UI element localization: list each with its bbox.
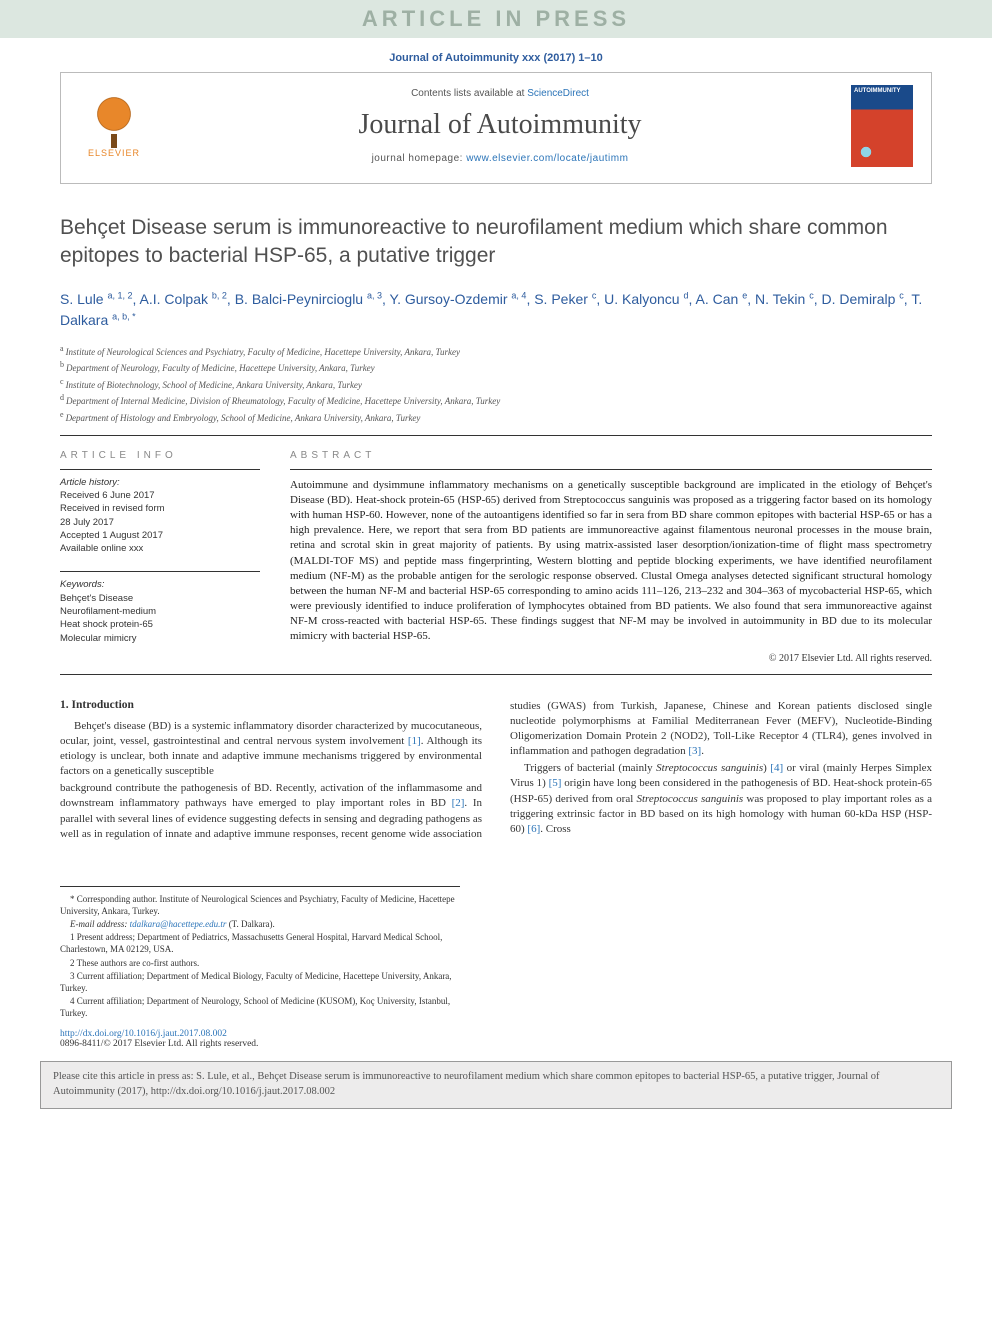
affiliation: aInstitute of Neurological Sciences and … xyxy=(60,343,932,359)
divider xyxy=(290,469,932,470)
footnotes-block: * Corresponding author. Institute of Neu… xyxy=(60,886,460,1019)
author[interactable]: S. Peker c xyxy=(534,291,596,307)
elsevier-logo[interactable]: ELSEVIER xyxy=(79,85,149,167)
author[interactable]: S. Lule a, 1, 2 xyxy=(60,291,133,307)
ref-link-4[interactable]: [4] xyxy=(770,762,783,774)
abstract-panel: ABSTRACT Autoimmune and dysimmune inflam… xyxy=(290,450,932,664)
affiliation: eDepartment of Histology and Embryology,… xyxy=(60,409,932,425)
author[interactable]: Y. Gursoy-Ozdemir a, 4 xyxy=(390,291,527,307)
author[interactable]: A. Can e xyxy=(696,291,748,307)
cite-this-article-box: Please cite this article in press as: S.… xyxy=(40,1061,952,1108)
info-abstract-row: ARTICLE INFO Article history: Received 6… xyxy=(60,450,932,664)
accepted-date: Accepted 1 August 2017 xyxy=(60,529,260,542)
history-label: Article history: xyxy=(60,476,260,489)
cover-label: AUTOIMMUNITY xyxy=(854,88,901,94)
article-info-label: ARTICLE INFO xyxy=(60,450,260,461)
footnote-1: 1 Present address; Department of Pediatr… xyxy=(60,931,460,955)
abstract-label: ABSTRACT xyxy=(290,450,932,461)
author[interactable]: A.I. Colpak b, 2 xyxy=(140,291,227,307)
ref-link-5[interactable]: [5] xyxy=(549,777,562,789)
keywords-label: Keywords: xyxy=(60,578,260,591)
online-date: Available online xxx xyxy=(60,542,260,555)
homepage-link[interactable]: www.elsevier.com/locate/jautimm xyxy=(466,153,628,164)
contents-prefix: Contents lists available at xyxy=(411,88,527,99)
keyword: Molecular mimicry xyxy=(60,632,260,645)
affiliation: dDepartment of Internal Medicine, Divisi… xyxy=(60,392,932,408)
keyword: Behçet's Disease xyxy=(60,592,260,605)
body-two-column: 1. Introduction Behçet's disease (BD) is… xyxy=(60,699,932,842)
affiliation: bDepartment of Neurology, Faculty of Med… xyxy=(60,359,932,375)
received-date: Received 6 June 2017 xyxy=(60,489,260,502)
body-paragraph: Behçet's disease (BD) is a systemic infl… xyxy=(60,719,482,780)
doi-link[interactable]: http://dx.doi.org/10.1016/j.jaut.2017.08… xyxy=(60,1029,227,1039)
journal-cover-thumbnail[interactable]: AUTOIMMUNITY xyxy=(851,85,913,167)
keyword: Heat shock protein-65 xyxy=(60,618,260,631)
footnote-2: 2 These authors are co-first authors. xyxy=(60,957,460,969)
journal-header-card: ELSEVIER Contents lists available at Sci… xyxy=(60,72,932,184)
divider xyxy=(60,571,260,572)
elsevier-tree-icon xyxy=(89,94,139,144)
issn-copyright-line: 0896-8411/© 2017 Elsevier Ltd. All right… xyxy=(60,1039,932,1049)
affiliation-list: aInstitute of Neurological Sciences and … xyxy=(60,343,932,425)
section-heading-intro: 1. Introduction xyxy=(60,699,482,711)
footnote-4: 4 Current affiliation; Department of Neu… xyxy=(60,995,460,1019)
corresponding-author-note: * Corresponding author. Institute of Neu… xyxy=(60,893,460,917)
abstract-text: Autoimmune and dysimmune inflammatory me… xyxy=(290,478,932,645)
article-body-wrap: Behçet Disease serum is immunoreactive t… xyxy=(0,184,992,858)
contents-list-line: Contents lists available at ScienceDirec… xyxy=(165,88,835,99)
divider xyxy=(60,435,932,436)
divider xyxy=(60,674,932,675)
homepage-line: journal homepage: www.elsevier.com/locat… xyxy=(165,153,835,164)
affiliation: cInstitute of Biotechnology, School of M… xyxy=(60,376,932,392)
ref-link-1[interactable]: [1] xyxy=(408,735,421,747)
footnote-3: 3 Current affiliation; Department of Med… xyxy=(60,970,460,994)
doi-block: http://dx.doi.org/10.1016/j.jaut.2017.08… xyxy=(60,1029,932,1049)
article-info-panel: ARTICLE INFO Article history: Received 6… xyxy=(60,450,260,664)
ref-link-3[interactable]: [3] xyxy=(688,745,701,757)
keyword: Neurofilament-medium xyxy=(60,605,260,618)
author-list: S. Lule a, 1, 2, A.I. Colpak b, 2, B. Ba… xyxy=(60,289,932,331)
ref-link-2[interactable]: [2] xyxy=(452,797,465,809)
author[interactable]: D. Demiralp c xyxy=(822,291,904,307)
journal-citation-line: Journal of Autoimmunity xxx (2017) 1–10 xyxy=(0,52,992,64)
homepage-prefix: journal homepage: xyxy=(372,153,467,164)
email-line: E-mail address: tdalkara@hacettepe.edu.t… xyxy=(60,918,460,930)
revised-line1: Received in revised form xyxy=(60,502,260,515)
ref-link-6[interactable]: [6] xyxy=(527,823,540,835)
revised-line2: 28 July 2017 xyxy=(60,516,260,529)
journal-name: Journal of Autoimmunity xyxy=(165,109,835,141)
sciencedirect-link[interactable]: ScienceDirect xyxy=(527,88,589,99)
divider xyxy=(60,469,260,470)
author[interactable]: N. Tekin c xyxy=(755,291,814,307)
author[interactable]: B. Balci-Peynircioglu a, 3 xyxy=(235,291,382,307)
header-center: Contents lists available at ScienceDirec… xyxy=(165,88,835,164)
abstract-copyright: © 2017 Elsevier Ltd. All rights reserved… xyxy=(290,653,932,664)
article-history: Article history: Received 6 June 2017 Re… xyxy=(60,476,260,556)
body-paragraph: Triggers of bacterial (mainly Streptococ… xyxy=(510,761,932,837)
publisher-name: ELSEVIER xyxy=(88,148,140,158)
author[interactable]: U. Kalyoncu d xyxy=(604,291,688,307)
email-link[interactable]: tdalkara@hacettepe.edu.tr xyxy=(130,919,227,929)
article-title: Behçet Disease serum is immunoreactive t… xyxy=(60,214,932,271)
article-in-press-banner: ARTICLE IN PRESS xyxy=(0,0,992,38)
keywords-block: Keywords: Behçet's Disease Neurofilament… xyxy=(60,578,260,644)
